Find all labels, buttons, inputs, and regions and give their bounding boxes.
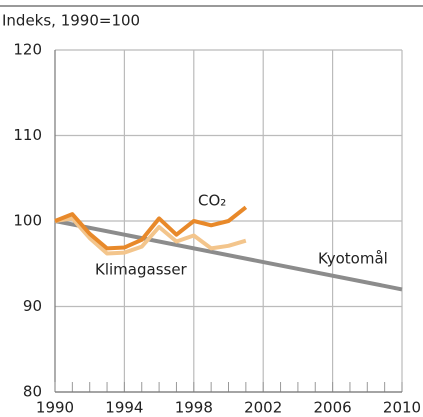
x-tick-label: 1990 [36,399,74,417]
x-tick-label: 1998 [175,399,213,417]
series-label: Klimagasser [95,261,188,279]
x-tick-label: 2006 [314,399,352,417]
series-label: Kyotomål [318,250,388,268]
series-label: CO₂ [198,192,226,210]
x-tick-label: 1994 [105,399,143,417]
line-series [54,205,248,251]
y-tick-label: 100 [13,212,42,230]
y-tick-label: 120 [13,41,42,59]
y-tick-label: 110 [13,126,42,144]
x-tick-label: 2002 [244,399,282,417]
y-tick-label: 90 [23,297,42,315]
chart-subtitle: Indeks, 1990=100 [2,12,140,30]
y-tick-label: 80 [23,383,42,401]
x-tick-label: 2010 [383,399,421,417]
line-series [54,219,403,292]
line-series [54,216,247,256]
